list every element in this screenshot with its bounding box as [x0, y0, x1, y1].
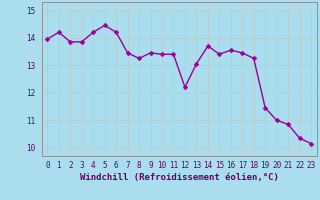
X-axis label: Windchill (Refroidissement éolien,°C): Windchill (Refroidissement éolien,°C) [80, 173, 279, 182]
